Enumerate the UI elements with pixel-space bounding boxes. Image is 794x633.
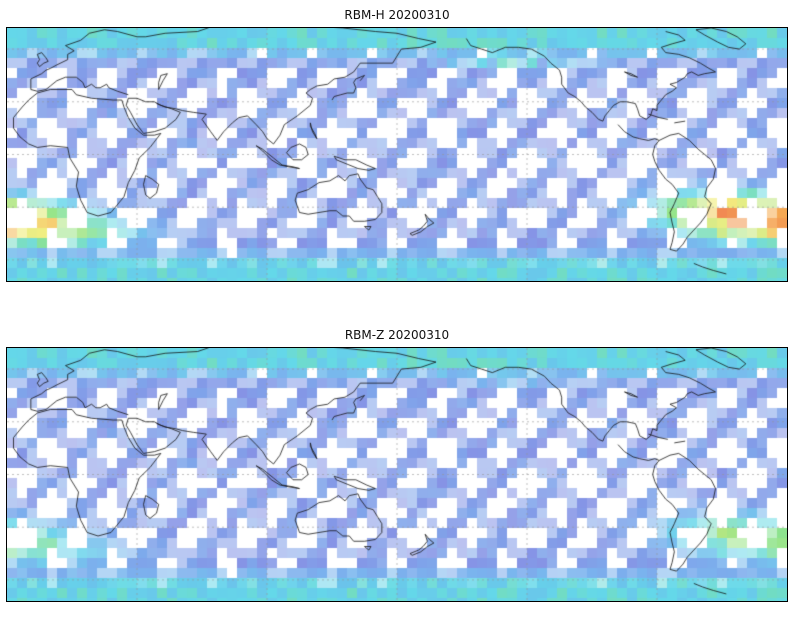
panel-title-rbm-z: RBM-Z 20200310 [344, 328, 450, 342]
panel-rbm-h: RBM-H 20200310 [0, 4, 794, 282]
world-swath-map-rbm-h [6, 27, 788, 282]
figure-page: RBM-H 20200310 RBM-Z 20200310 [0, 4, 794, 602]
panel-gap [0, 282, 794, 324]
world-swath-map-rbm-z [6, 347, 788, 602]
panel-title-rbm-h: RBM-H 20200310 [344, 8, 450, 22]
panel-rbm-z: RBM-Z 20200310 [0, 324, 794, 602]
